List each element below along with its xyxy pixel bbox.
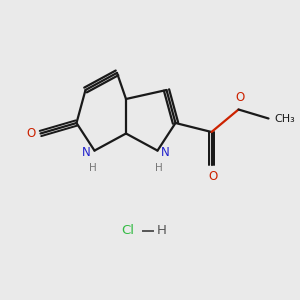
Text: O: O [27,127,36,140]
Text: H: H [155,163,163,173]
Text: O: O [236,91,244,104]
Text: O: O [208,169,217,182]
Text: N: N [161,146,170,160]
Text: CH₃: CH₃ [274,113,295,124]
Text: H: H [157,224,167,238]
Text: N: N [82,146,91,160]
Text: Cl: Cl [121,224,134,238]
Text: H: H [89,163,97,173]
